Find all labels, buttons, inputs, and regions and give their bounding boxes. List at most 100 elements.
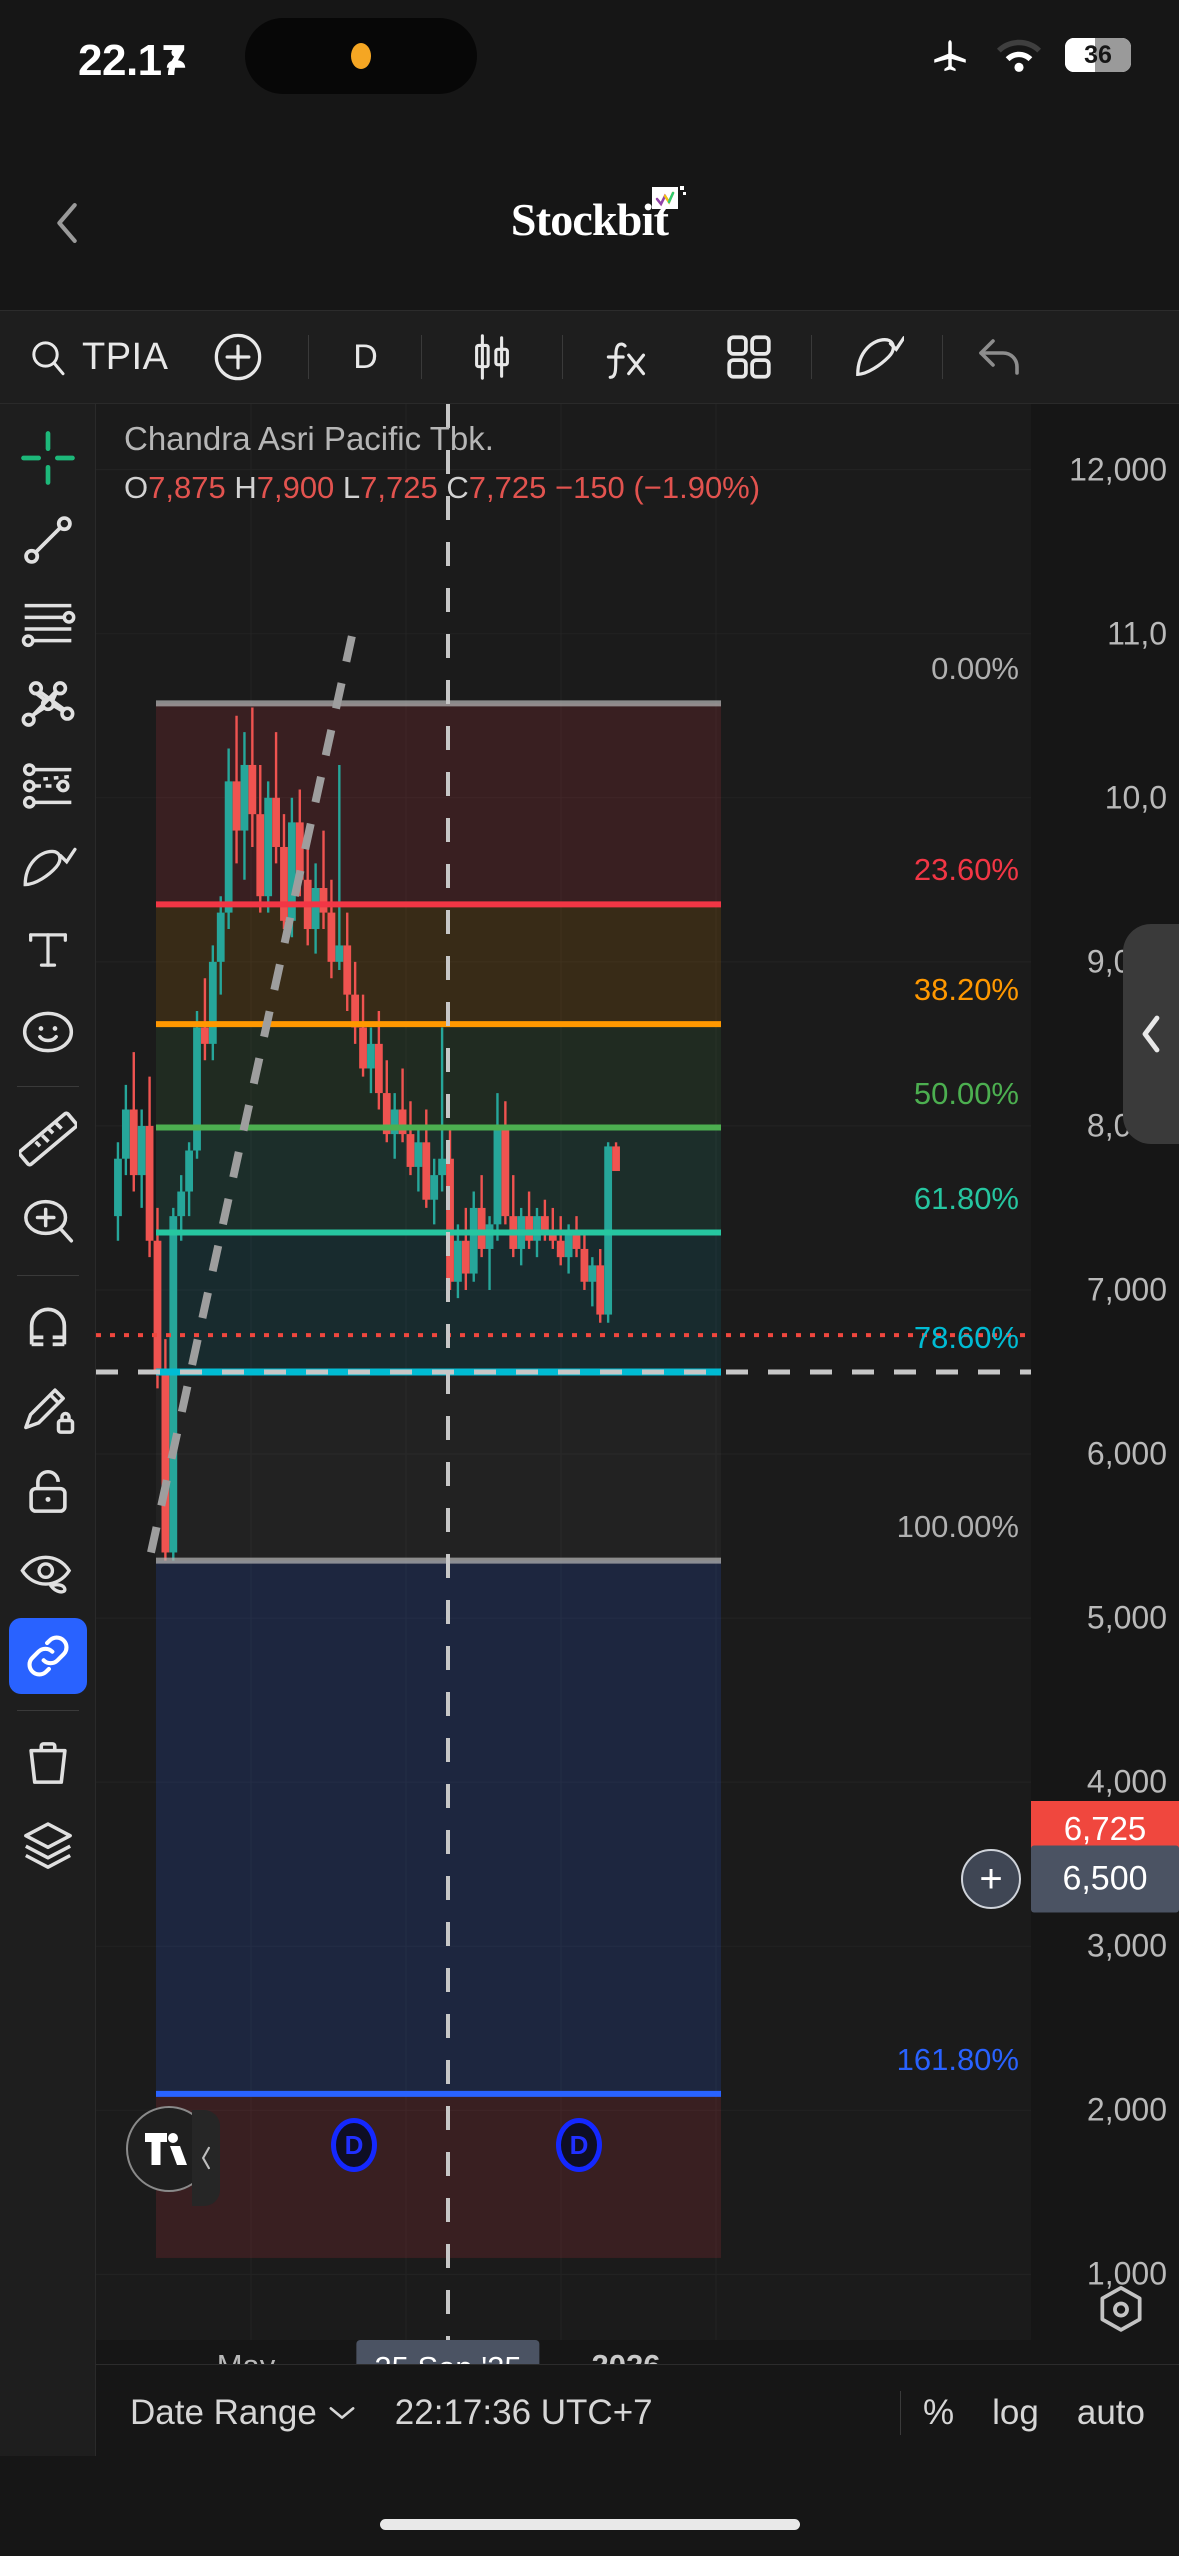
fib-retracement-tool[interactable] [9, 748, 87, 824]
rail-divider [16, 1710, 79, 1711]
add-alert-button[interactable]: + [961, 1849, 1021, 1909]
rail-divider [16, 1086, 79, 1087]
drawing-tool-rail [0, 404, 96, 2456]
interval-button[interactable]: D [309, 310, 421, 404]
chart-settings-icon[interactable] [1093, 2282, 1149, 2338]
lock-drawings[interactable] [9, 1454, 87, 1530]
chart-plot-area[interactable]: Chandra Asri Pacific Tbk. O7,875 H7,900 … [96, 404, 1031, 2340]
magnet-tool[interactable] [9, 1290, 87, 1366]
fx-indicators-icon [607, 342, 646, 379]
chevron-down-icon [329, 2406, 355, 2419]
ohlc-values: O7,875 H7,900 L7,725 C7,725 −150 (−1.90%… [124, 470, 760, 506]
home-indicator [379, 2519, 800, 2530]
ruler-icon [18, 1111, 77, 1167]
close-value: 7,725 [468, 470, 547, 505]
change-value: −150 [554, 470, 625, 505]
candlestick-chart [96, 404, 1031, 2340]
indicators-button[interactable] [563, 310, 687, 404]
price-scale[interactable]: 12,00011,010,09,0008,0007,0006,0005,0004… [1031, 404, 1179, 2340]
price-tick: 1,000 [1086, 2255, 1167, 2292]
chart-container[interactable]: Chandra Asri Pacific Tbk. O7,875 H7,900 … [96, 404, 1179, 2456]
change-percent: (−1.90%) [633, 470, 761, 505]
object-tree[interactable] [9, 1807, 87, 1883]
chart-type-button[interactable] [422, 310, 562, 404]
high-label: H [234, 470, 257, 505]
log-scale-button[interactable]: log [992, 2392, 1039, 2432]
clock-label[interactable]: 22:17:36 UTC+7 [394, 2392, 653, 2432]
grid-layout-icon [727, 335, 772, 379]
back-chevron-icon[interactable] [50, 200, 84, 246]
text-tool[interactable] [9, 912, 87, 988]
trend-line-icon [23, 516, 72, 564]
price-tick: 7,000 [1086, 1271, 1167, 1308]
toolbar-divider [421, 335, 423, 379]
price-tick: 10,0 [1104, 779, 1167, 816]
magnifier-plus-icon [23, 1199, 73, 1243]
undo-button[interactable] [943, 310, 1055, 404]
fib-level-label: 23.60% [913, 852, 1019, 888]
dividend-marker[interactable]: D [331, 2118, 377, 2172]
dividend-marker[interactable]: D [556, 2118, 602, 2172]
fib-level-label: 161.80% [896, 2041, 1019, 2077]
side-panel-toggle[interactable] [1123, 924, 1179, 1144]
hide-drawings[interactable] [9, 1536, 87, 1612]
horizontal-lines-icon [21, 603, 75, 648]
wifi-icon [996, 39, 1042, 72]
magnet-icon [29, 1307, 66, 1347]
chevron-left-small-icon [202, 2146, 210, 2170]
fib-level-label: 78.60% [913, 1320, 1019, 1355]
candlestick-icon [475, 334, 510, 380]
price-tick: 3,000 [1086, 1927, 1167, 1964]
left-panel-toggle[interactable] [192, 2110, 220, 2206]
open-value: 7,875 [148, 470, 226, 505]
stay-in-drawing-mode[interactable] [9, 1372, 87, 1448]
crosshair-icon [20, 431, 75, 485]
app-title: Stockbit [510, 194, 669, 245]
status-bar: 22.17 36 [0, 0, 1179, 118]
remove-drawings[interactable] [9, 1725, 87, 1801]
layers-icon [23, 1822, 72, 1869]
zoom-tool[interactable] [9, 1183, 87, 1259]
toolbar-divider [562, 335, 564, 379]
auto-scale-button[interactable]: auto [1076, 2392, 1145, 2432]
status-time: 22.17 [78, 36, 186, 85]
rail-divider [16, 1275, 79, 1276]
fib-level-label: 100.00% [896, 1508, 1019, 1544]
airplane-mode-icon [934, 40, 966, 72]
toolbar-divider [942, 335, 944, 379]
add-symbol-button[interactable] [168, 310, 308, 404]
price-tick: 11,0 [1107, 615, 1167, 652]
trend-line-tool[interactable] [9, 502, 87, 578]
price-tick: 6,000 [1086, 1435, 1167, 1472]
low-label: L [342, 470, 361, 505]
stockbit-logo-icon [652, 186, 686, 216]
date-range-label: Date Range [130, 2392, 317, 2432]
emoji-tool[interactable] [9, 994, 87, 1070]
fib-level-label: 38.20% [913, 972, 1019, 1008]
symbol-search-button[interactable]: TPIA [0, 310, 168, 404]
toolbar-divider [308, 335, 310, 379]
company-name: Chandra Asri Pacific Tbk. [124, 420, 494, 457]
sync-drawings[interactable] [8, 1618, 87, 1694]
horizontal-lines-tool[interactable] [9, 584, 87, 660]
open-label: O [124, 470, 149, 505]
crosshair-tool[interactable] [9, 420, 87, 496]
drawing-tools-button[interactable] [812, 310, 942, 404]
pencil-lock-icon [23, 1388, 74, 1434]
fib-retracement-icon [22, 763, 71, 809]
interval-label: D [353, 337, 378, 376]
price-tick: 4,000 [1086, 1763, 1167, 1800]
pitchfork-tool[interactable] [9, 666, 87, 742]
brush-tool[interactable] [9, 830, 87, 906]
undo-arrow-icon [979, 339, 1020, 375]
close-label: C [446, 470, 469, 505]
layout-button[interactable] [687, 310, 811, 404]
padlock-icon [28, 1469, 67, 1513]
fib-level-label: 50.00% [913, 1075, 1019, 1111]
date-range-button[interactable]: Date Range [130, 2393, 355, 2433]
trash-icon [28, 1742, 67, 1784]
footer-divider [900, 2390, 902, 2435]
percent-scale-button[interactable]: % [923, 2392, 955, 2432]
measure-tool[interactable] [9, 1101, 87, 1177]
